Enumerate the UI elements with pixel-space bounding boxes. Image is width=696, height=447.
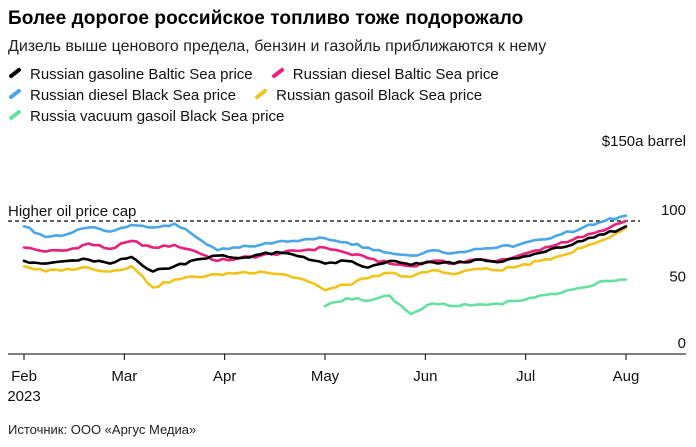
- x-tick-label: Apr: [213, 368, 236, 385]
- y-tick-label: 50: [669, 269, 686, 286]
- x-tick-label: Jun: [413, 368, 437, 385]
- series-line-russian-gasoline-baltic-sea-price: [22, 225, 628, 273]
- legend-label: Russian gasoline Baltic Sea price: [30, 66, 253, 83]
- legend-row: Russia vacuum gasoil Black Sea price: [8, 108, 688, 129]
- price-cap-label: Higher oil price cap: [8, 203, 136, 220]
- x-tick-label: Feb: [11, 368, 37, 385]
- y-tick-label: 0: [678, 335, 686, 352]
- legend-item-gasoline-baltic: Russian gasoline Baltic Sea price: [8, 66, 253, 83]
- series-line-russian-diesel-baltic-sea-price: [22, 219, 628, 268]
- x-tick-label: May: [311, 368, 340, 385]
- y-axis-unit-label: $150a barrel: [602, 133, 686, 150]
- legend-item-vacuum-gasoil: Russia vacuum gasoil Black Sea price: [8, 108, 284, 125]
- legend-item-gasoil-black-sea: Russian gasoil Black Sea price: [254, 87, 482, 104]
- legend-label: Russian diesel Baltic Sea price: [292, 66, 499, 83]
- series-line-russia-vacuum-gasoil-black-sea-price: [323, 278, 628, 316]
- legend: Russian gasoline Baltic Sea price Russia…: [8, 66, 688, 129]
- legend-item-diesel-baltic: Russian diesel Baltic Sea price: [271, 66, 499, 83]
- legend-item-diesel-black-sea: Russian diesel Black Sea price: [8, 87, 236, 104]
- x-tick-label: Mar: [111, 368, 137, 385]
- series-line-russian-gasoil-black-sea-price: [22, 226, 628, 292]
- legend-label: Russian diesel Black Sea price: [30, 87, 236, 104]
- y-tick-label: 100: [661, 202, 686, 219]
- series-line-russian-diesel-black-sea-price: [22, 214, 628, 257]
- chart-title: Более дорогое российское топливо тоже по…: [8, 8, 524, 29]
- source-note: Источник: ООО «Аргус Медиа»: [8, 422, 197, 437]
- legend-label: Russian gasoil Black Sea price: [276, 87, 483, 104]
- legend-label: Russia vacuum gasoil Black Sea price: [30, 108, 285, 125]
- legend-row: Russian diesel Black Sea price Russian g…: [8, 87, 688, 108]
- x-tick-label: Jul: [516, 368, 535, 385]
- chart-subtitle: Дизель выше ценового предела, бензин и г…: [8, 38, 547, 55]
- legend-row: Russian gasoline Baltic Sea price Russia…: [8, 66, 688, 87]
- x-year-label: 2023: [7, 388, 40, 405]
- x-tick-label: Aug: [613, 368, 640, 385]
